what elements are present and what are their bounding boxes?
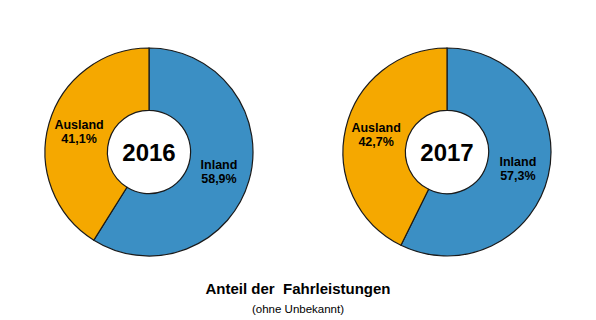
- slice-label: Inland58,9%: [201, 158, 238, 186]
- slice-label-line: 41,1%: [61, 132, 96, 146]
- figure: 2016Inland58,9%Ausland41,1%2017Inland57,…: [0, 0, 596, 320]
- slice-label: Ausland42,7%: [351, 121, 400, 149]
- center-year: 2016: [122, 139, 175, 166]
- slice-label-line: 57,3%: [500, 169, 535, 183]
- donut-chart: 2016 Inland58,9% Ausland41,1%: [45, 48, 253, 256]
- donut-chart: 2017 Inland57,3% Ausland42,7%: [343, 48, 551, 256]
- title: Anteil der Fahrleistungen: [205, 280, 390, 297]
- slice-label-line: 42,7%: [358, 135, 393, 149]
- center-year: 2017: [420, 139, 473, 166]
- slices: [343, 48, 551, 256]
- slice-label-line: Ausland: [54, 118, 103, 132]
- slice-label: Inland57,3%: [499, 155, 536, 183]
- slice-label-line: 58,9%: [201, 172, 236, 186]
- slice-label-line: Inland: [499, 155, 536, 169]
- slice-label-line: Ausland: [351, 121, 400, 135]
- slice-label-line: Inland: [201, 158, 238, 172]
- subtitle: (ohne Unbekannt): [252, 303, 344, 315]
- slices: [45, 48, 253, 256]
- slice-label: Ausland41,1%: [54, 118, 103, 146]
